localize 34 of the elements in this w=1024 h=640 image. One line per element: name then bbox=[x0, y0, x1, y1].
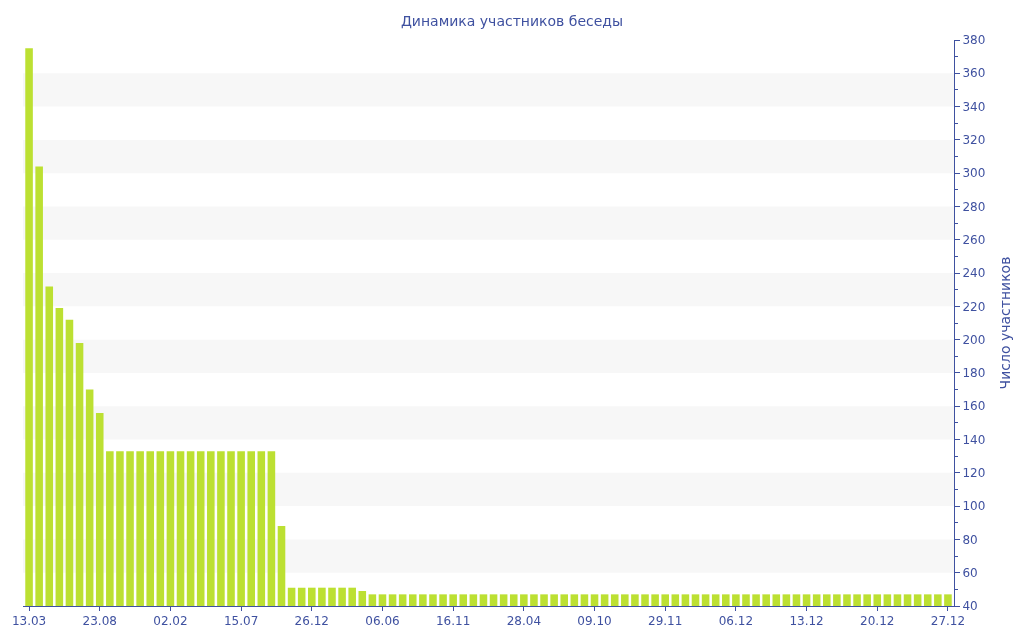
y2-tick-label: 40 bbox=[962, 599, 978, 614]
y2-tick-label: 220 bbox=[962, 299, 986, 314]
x-tick-label: 13.12 bbox=[789, 614, 824, 629]
y2-tick-label: 260 bbox=[962, 232, 986, 247]
x-tick-label: 15.07 bbox=[223, 614, 259, 629]
y2-tick-label: 200 bbox=[962, 332, 986, 347]
y2-axis-title: Число участников bbox=[996, 256, 1013, 390]
y2-tick-label: 380 bbox=[962, 33, 986, 48]
x-tick-label: 20.12 bbox=[860, 614, 895, 629]
y2-tick-label: 280 bbox=[962, 199, 986, 214]
x-tick-label: 23.08 bbox=[82, 614, 117, 629]
y2-tick-label: 180 bbox=[962, 366, 986, 381]
x-tick-label: 16.11 bbox=[435, 614, 471, 629]
x-tick-label: 09.10 bbox=[577, 614, 612, 629]
x-tick-label: 02.02 bbox=[153, 614, 188, 629]
chart-title: Динамика участников беседы bbox=[400, 12, 624, 29]
x-tick-label: 06.06 bbox=[365, 614, 400, 629]
x-tick-label: 28.04 bbox=[506, 614, 542, 629]
y2-tick-label: 120 bbox=[962, 466, 986, 481]
x-tick-label: 29.11 bbox=[648, 614, 683, 629]
y2-tick-label: 140 bbox=[962, 432, 986, 447]
x-tick-label: 06.12 bbox=[718, 614, 754, 629]
y2-tick-label: 60 bbox=[962, 565, 978, 580]
y2-tick-label: 340 bbox=[962, 99, 986, 114]
y2-tick-label: 320 bbox=[962, 133, 986, 148]
x-tick-label: 13.03 bbox=[11, 614, 47, 629]
y2-tick-label: 160 bbox=[962, 399, 986, 414]
y2-tick-label: 80 bbox=[962, 532, 978, 547]
y2-tick-label: 240 bbox=[962, 266, 986, 281]
x-tick-label: 27.12 bbox=[930, 614, 966, 629]
y2-tick-label: 300 bbox=[962, 166, 986, 181]
y2-tick-label: 100 bbox=[962, 499, 986, 514]
y2-tick-label: 360 bbox=[962, 66, 986, 81]
x-tick-label: 26.12 bbox=[294, 614, 329, 629]
